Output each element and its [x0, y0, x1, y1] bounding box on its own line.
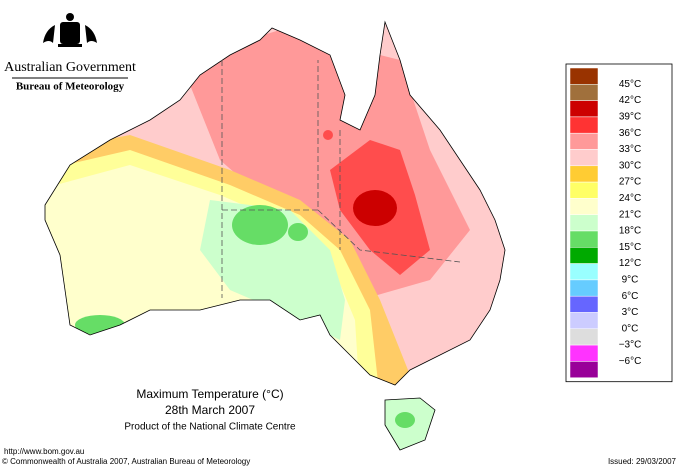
map-title: Maximum Temperature (°C) — [136, 387, 283, 401]
legend-swatch — [569, 230, 599, 248]
legend-swatch — [569, 328, 599, 346]
legend-swatch — [569, 181, 599, 199]
legend-label: 3°C — [622, 307, 639, 318]
legend-label: 21°C — [619, 209, 641, 220]
legend-swatch — [569, 312, 599, 330]
footer-copyright: © Commonwealth of Australia 2007, Austra… — [2, 457, 250, 466]
legend-swatch — [569, 132, 599, 150]
legend-swatch — [569, 149, 599, 167]
legend-swatch — [569, 84, 599, 101]
legend-label: 30°C — [619, 160, 641, 171]
legend-swatch — [569, 116, 599, 134]
legend-label: 12°C — [619, 258, 641, 269]
map-product: Product of the National Climate Centre — [124, 422, 296, 433]
agency-name: Australian Government — [4, 60, 136, 75]
legend-swatch — [569, 263, 599, 281]
legend-label: 9°C — [622, 275, 639, 286]
legend-label: 15°C — [619, 242, 641, 253]
crest — [43, 13, 97, 47]
legend-swatch — [569, 361, 599, 378]
legend-swatch — [569, 165, 599, 183]
legend-label: 24°C — [619, 193, 641, 204]
legend-label: 18°C — [619, 226, 641, 237]
legend-swatch — [569, 295, 599, 313]
legend-label: 45°C — [619, 79, 641, 90]
footer-issued: Issued: 29/03/2007 — [608, 457, 677, 466]
legend-swatch — [569, 198, 599, 215]
legend-swatch — [569, 100, 599, 118]
legend-label: −6°C — [619, 356, 642, 367]
legend-label: 27°C — [619, 177, 641, 188]
footer-url: http://www.bom.gov.au — [4, 447, 84, 456]
legend-label: 39°C — [619, 112, 641, 123]
map-date: 28th March 2007 — [165, 403, 255, 417]
legend-swatch — [569, 214, 599, 232]
bureau-name: Bureau of Meteorology — [16, 81, 125, 93]
legend-label: 6°C — [622, 291, 639, 302]
legend-label: 33°C — [619, 144, 641, 155]
legend-label: 42°C — [619, 95, 641, 106]
legend: 45°C 42°C 39°C 36°C 33°C 30°C 27°C 24°C 21°C 18°C… — [565, 63, 673, 383]
legend-swatch — [569, 279, 599, 297]
legend-swatch — [569, 344, 599, 362]
legend-swatch — [569, 67, 599, 85]
legend-swatch — [569, 247, 599, 264]
legend-label: 0°C — [622, 323, 639, 334]
legend-label: −3°C — [619, 340, 642, 351]
legend-label: 36°C — [619, 128, 641, 139]
